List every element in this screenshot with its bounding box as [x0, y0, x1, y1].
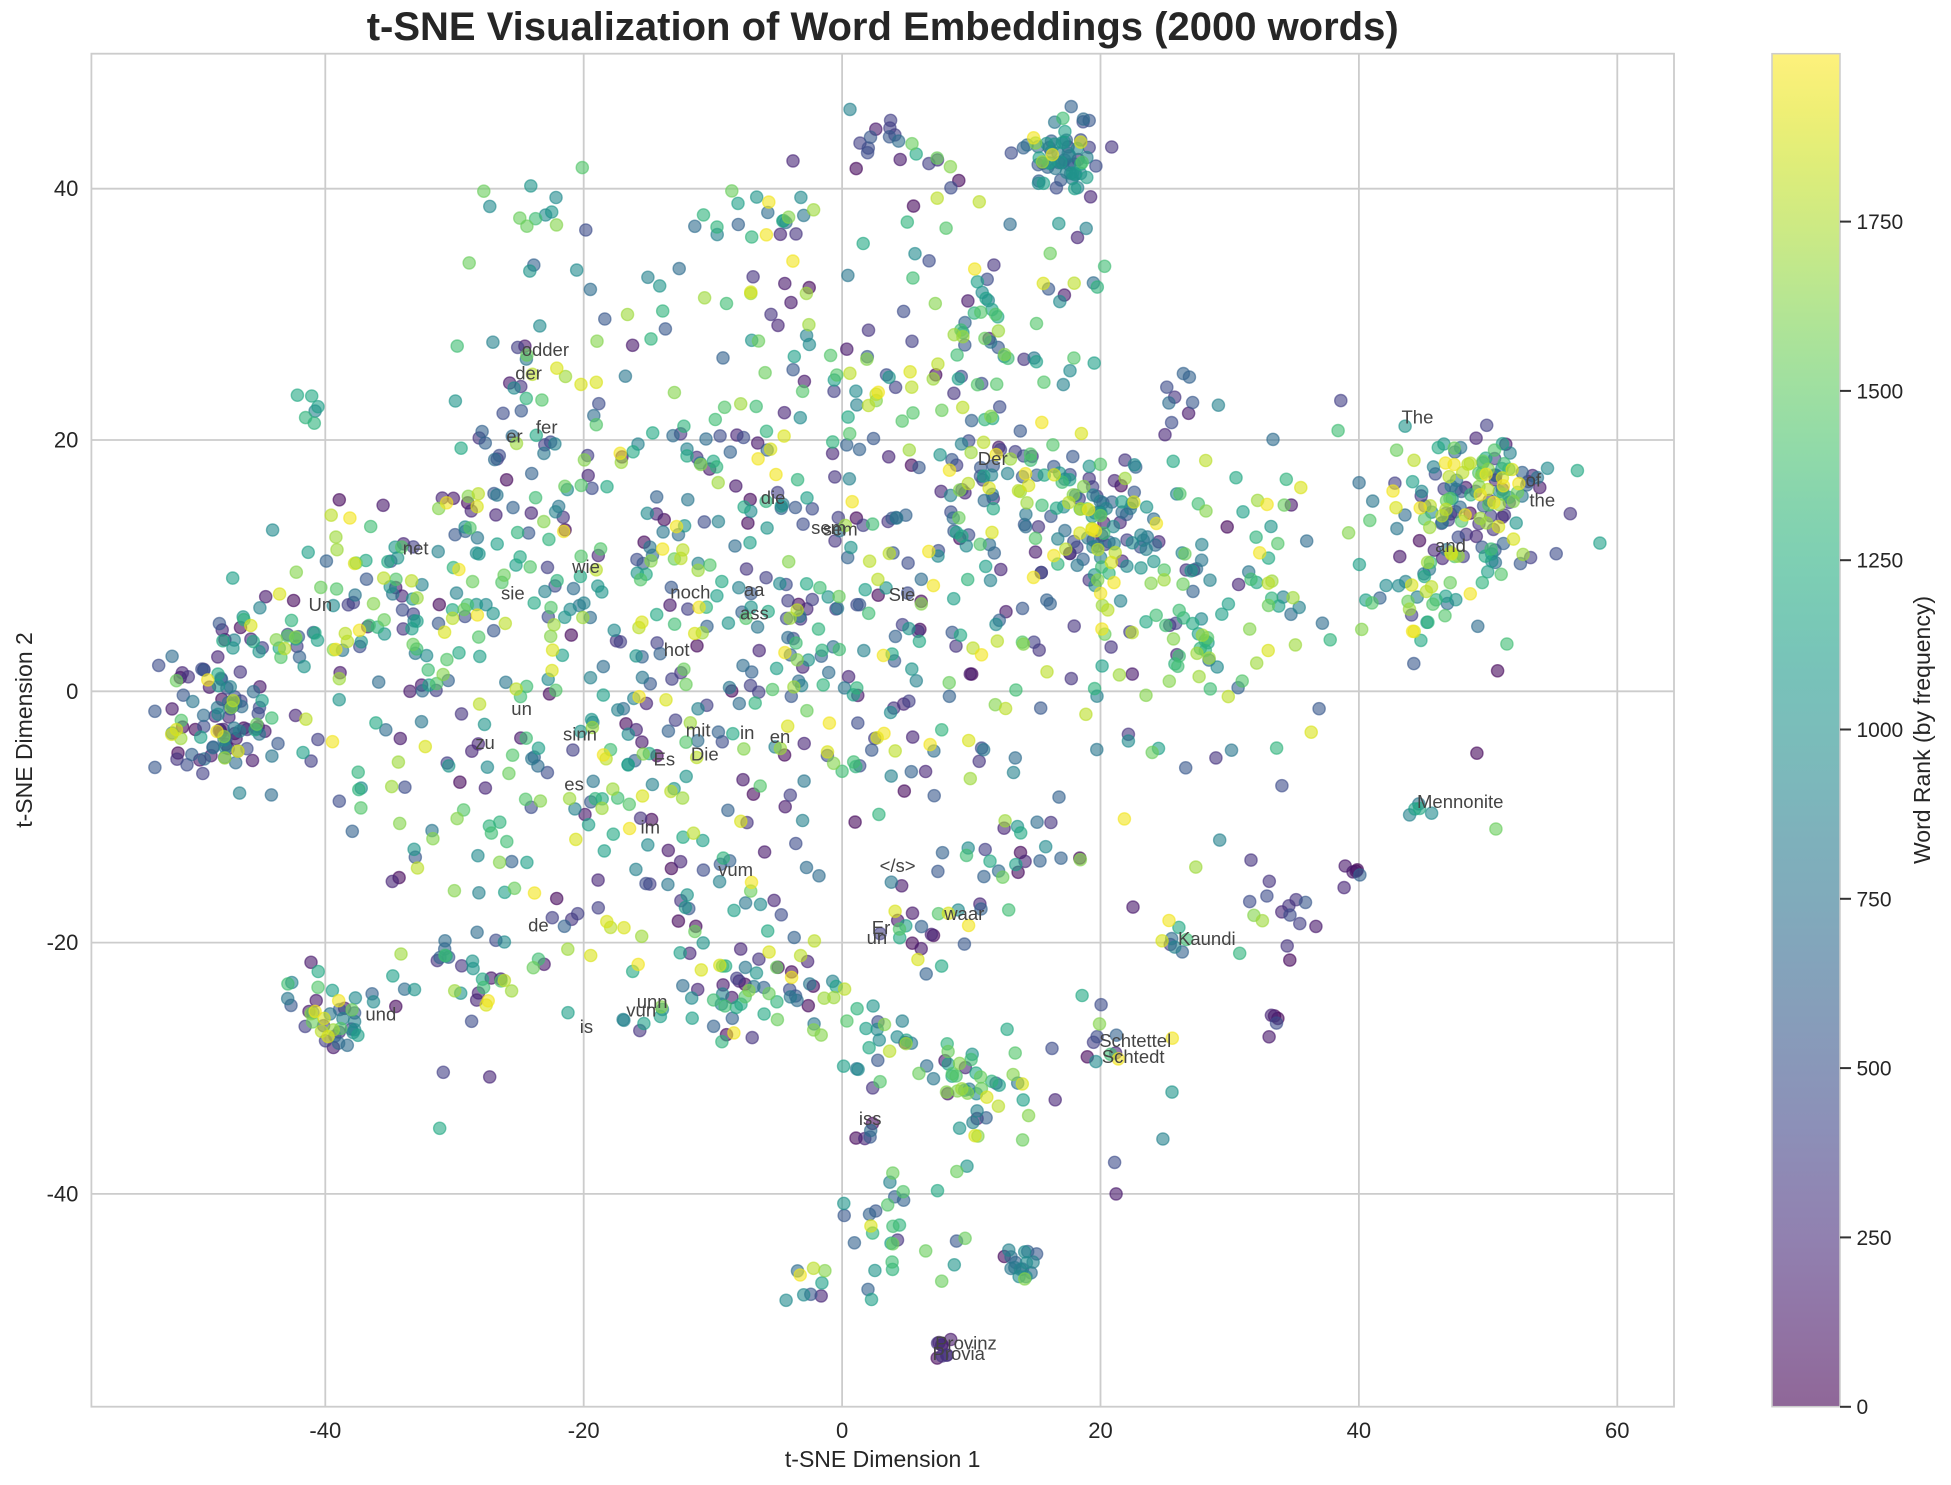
svg-text:250: 250	[1857, 1227, 1892, 1250]
svg-text:Die: Die	[691, 743, 719, 764]
svg-text:er: er	[506, 426, 522, 447]
svg-text:Sie: Sie	[889, 584, 916, 605]
svg-text:-20: -20	[47, 930, 79, 955]
svg-text:sem: sem	[823, 519, 858, 540]
svg-text:0: 0	[836, 1418, 848, 1443]
svg-text:20: 20	[1088, 1418, 1112, 1443]
svg-text:noch: noch	[670, 581, 710, 602]
svg-text:der: der	[515, 363, 542, 384]
svg-text:Der: Der	[978, 448, 1008, 469]
svg-text:40: 40	[54, 176, 78, 201]
svg-text:sem: sem	[811, 517, 846, 538]
svg-text:20: 20	[54, 428, 78, 453]
svg-text:0: 0	[66, 679, 78, 704]
svg-text:und: und	[365, 1004, 396, 1025]
svg-text:un: un	[867, 927, 888, 948]
svg-text:fer: fer	[536, 417, 558, 438]
svg-text:60: 60	[1605, 1418, 1629, 1443]
svg-text:Schtedt: Schtedt	[1102, 1046, 1165, 1067]
svg-text:aa: aa	[744, 579, 765, 600]
svg-text:t-SNE Dimension 1: t-SNE Dimension 1	[785, 1446, 981, 1472]
svg-text:net: net	[403, 537, 429, 558]
svg-text:iss: iss	[859, 1108, 882, 1129]
svg-text:sinn: sinn	[563, 723, 597, 744]
svg-text:waar: waar	[943, 903, 984, 924]
svg-text:sie: sie	[501, 583, 525, 604]
svg-text:-40: -40	[309, 1418, 341, 1443]
svg-text:de: de	[528, 914, 549, 935]
svg-text:and: and	[1435, 535, 1466, 556]
svg-text:unn: unn	[637, 991, 668, 1012]
svg-text:40: 40	[1347, 1418, 1371, 1443]
svg-text:1250: 1250	[1857, 550, 1904, 573]
svg-text:t-SNE Visualization of Word Em: t-SNE Visualization of Word Embeddings (…	[367, 5, 1399, 49]
svg-text:en: en	[770, 726, 791, 747]
svg-text:500: 500	[1857, 1058, 1892, 1081]
svg-text:is: is	[580, 1016, 593, 1037]
svg-text:The: The	[1402, 407, 1434, 428]
svg-text:odder: odder	[522, 339, 569, 360]
svg-text:vun: vun	[626, 1000, 656, 1021]
svg-text:vum: vum	[718, 859, 753, 880]
svg-text:Er: Er	[872, 917, 891, 938]
svg-text:-40: -40	[47, 1181, 79, 1206]
svg-text:zu: zu	[475, 732, 495, 753]
svg-text:Provinz: Provinz	[935, 1333, 997, 1354]
svg-text:of: of	[1526, 470, 1542, 491]
svg-text:Schtettel: Schtettel	[1099, 1030, 1171, 1051]
svg-text:hot: hot	[664, 639, 690, 660]
svg-text:ass: ass	[740, 603, 769, 624]
svg-text:the: the	[1529, 490, 1555, 511]
svg-text:Kaundi: Kaundi	[1178, 928, 1236, 949]
svg-text:1750: 1750	[1857, 211, 1904, 234]
svg-text:es: es	[564, 774, 584, 795]
svg-text:1500: 1500	[1857, 380, 1904, 403]
svg-text:Es: Es	[654, 748, 676, 769]
svg-text:750: 750	[1857, 888, 1892, 911]
svg-text:die: die	[761, 487, 786, 508]
svg-text:0: 0	[1857, 1396, 1869, 1419]
svg-text:Provia: Provia	[933, 1343, 986, 1364]
svg-text:</s>: </s>	[880, 855, 916, 876]
svg-text:t-SNE Dimension 2: t-SNE Dimension 2	[11, 632, 37, 828]
svg-text:-20: -20	[568, 1418, 600, 1443]
svg-text:im: im	[641, 816, 661, 837]
svg-text:1000: 1000	[1857, 719, 1904, 742]
svg-text:Un: Un	[309, 594, 333, 615]
svg-text:in: in	[740, 722, 754, 743]
svg-text:Word Rank (by frequency): Word Rank (by frequency)	[1909, 596, 1935, 864]
svg-text:un: un	[511, 698, 532, 719]
svg-text:wie: wie	[571, 556, 600, 577]
svg-text:Mennonite: Mennonite	[1417, 791, 1503, 812]
svg-text:mit: mit	[686, 720, 711, 741]
